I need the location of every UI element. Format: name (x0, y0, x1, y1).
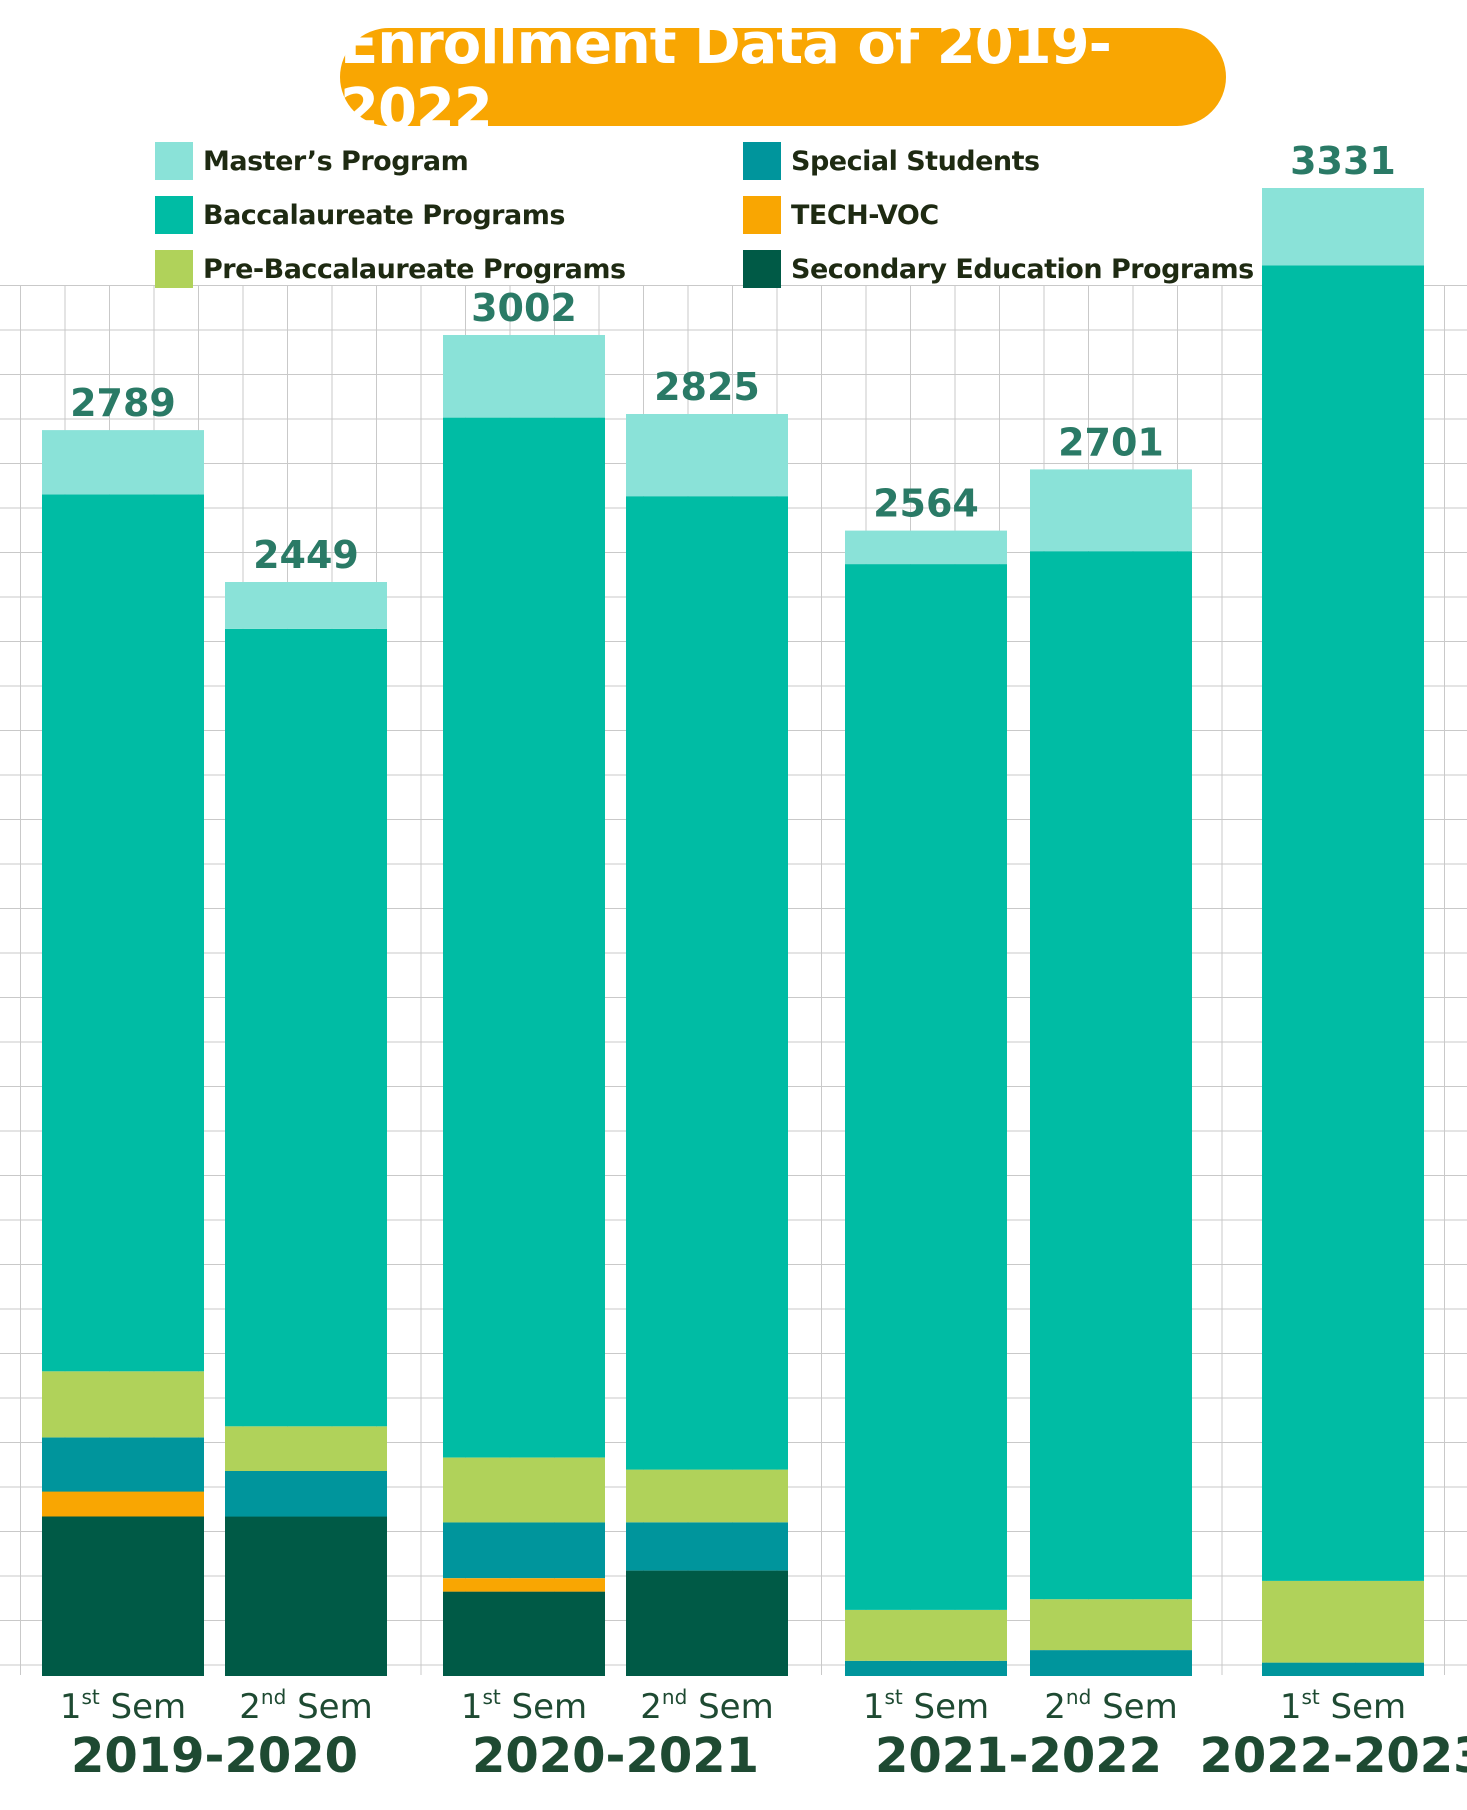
bar-segment-2020-2021-sem2-masters (626, 414, 788, 497)
bar-segment-2022-2023-sem1-masters (1262, 188, 1424, 266)
bar-segment-2020-2021-sem2-secondary (626, 1570, 788, 1676)
bar-segment-2019-2020-sem2-baccalaureate (225, 628, 387, 1427)
bar-segment-2022-2023-sem1-special (1262, 1662, 1424, 1676)
bar-segment-2021-2022-sem2-special (1030, 1650, 1192, 1676)
bar-segment-2019-2020-sem1-baccalaureate (42, 494, 204, 1372)
legend-item-pre-baccalaureate: Pre-Baccalaureate Programs (155, 250, 626, 288)
legend-label-techvoc: TECH-VOC (791, 199, 939, 231)
bar-segment-2019-2020-sem2-masters (225, 582, 387, 629)
bar-segment-2021-2022-sem1-pre_baccalaureate (845, 1609, 1007, 1661)
bar-segment-2022-2023-sem1-pre_baccalaureate (1262, 1580, 1424, 1663)
legend-swatch-special (743, 142, 781, 180)
total-label-2019-2020-sem2: 2449 (253, 533, 359, 577)
legend-item-baccalaureate: Baccalaureate Programs (155, 196, 565, 234)
bar-segment-2020-2021-sem1-baccalaureate (443, 417, 605, 1458)
legend-swatch-secondary (743, 250, 781, 288)
year-label-2021-2022: 2021-2022 (875, 1728, 1162, 1784)
semester-label-2022-2023-sem1: 1st Sem (1280, 1685, 1406, 1727)
bar-segment-2019-2020-sem1-masters (42, 430, 204, 495)
bar-segment-2020-2021-sem2-baccalaureate (626, 496, 788, 1470)
bar-segment-2019-2020-sem1-special (42, 1437, 204, 1492)
year-label-2020-2021: 2020-2021 (472, 1728, 759, 1784)
legend-item-masters: Master’s Program (155, 142, 469, 180)
bar-segment-2020-2021-sem2-special (626, 1522, 788, 1571)
bar-segment-2021-2022-sem2-masters (1030, 469, 1192, 552)
semester-label-2019-2020-sem1: 1st Sem (60, 1685, 186, 1727)
legend-label-baccalaureate: Baccalaureate Programs (203, 199, 565, 231)
legend-swatch-masters (155, 142, 193, 180)
year-label-2019-2020: 2019-2020 (71, 1728, 358, 1784)
bar-segment-2021-2022-sem1-baccalaureate (845, 564, 1007, 1610)
bar-segment-2021-2022-sem1-masters (845, 530, 1007, 565)
chart-title: Enrollment Data of 2019-2022 (340, 12, 1112, 142)
chart-title-pill: Enrollment Data of 2019-2022 (340, 12, 1226, 142)
semester-label-2021-2022-sem1: 1st Sem (863, 1685, 989, 1727)
bar-segment-2019-2020-sem1-techvoc (42, 1491, 204, 1517)
legend-swatch-techvoc (743, 196, 781, 234)
legend-swatch-pre-baccalaureate (155, 250, 193, 288)
legend-label-masters: Master’s Program (203, 145, 469, 177)
bar-segment-2020-2021-sem1-techvoc (443, 1578, 605, 1592)
bar-segment-2020-2021-sem1-special (443, 1522, 605, 1579)
semester-label-2020-2021-sem2: 2nd Sem (640, 1685, 773, 1727)
legend-swatch-baccalaureate (155, 196, 193, 234)
bar-segment-2019-2020-sem1-secondary (42, 1516, 204, 1676)
total-label-2021-2022-sem1: 2564 (873, 482, 979, 526)
bar-segment-2019-2020-sem1-pre_baccalaureate (42, 1371, 204, 1438)
bar-segment-2020-2021-sem1-pre_baccalaureate (443, 1457, 605, 1523)
legend: Master’s Program Baccalaureate Programs … (0, 0, 1467, 290)
bar-segment-2021-2022-sem2-baccalaureate (1030, 551, 1192, 1600)
bar-segment-2020-2021-sem1-secondary (443, 1591, 605, 1676)
year-label-2022-2023: 2022-2023 (1199, 1728, 1467, 1784)
bar-segment-2019-2020-sem2-special (225, 1471, 387, 1517)
total-label-2022-2023-sem1: 3331 (1290, 139, 1396, 183)
bar-segment-2019-2020-sem2-secondary (225, 1516, 387, 1676)
legend-item-secondary: Secondary Education Programs (743, 250, 1254, 288)
legend-item-special: Special Students (743, 142, 1040, 180)
total-label-2020-2021-sem2: 2825 (654, 365, 760, 409)
bar-segment-2021-2022-sem1-special (845, 1660, 1007, 1676)
bar-segment-2022-2023-sem1-baccalaureate (1262, 265, 1424, 1581)
total-label-2021-2022-sem2: 2701 (1058, 420, 1164, 464)
bar-segment-2020-2021-sem1-masters (443, 335, 605, 418)
bar-segment-2020-2021-sem2-pre_baccalaureate (626, 1469, 788, 1523)
legend-label-secondary: Secondary Education Programs (791, 253, 1254, 285)
semester-label-2021-2022-sem2: 2nd Sem (1044, 1685, 1177, 1727)
total-label-2020-2021-sem1: 3002 (471, 286, 577, 330)
bar-segment-2019-2020-sem2-pre_baccalaureate (225, 1426, 387, 1471)
total-label-2019-2020-sem1: 2789 (70, 381, 176, 425)
legend-label-pre-baccalaureate: Pre-Baccalaureate Programs (203, 253, 626, 285)
legend-label-special: Special Students (791, 145, 1040, 177)
semester-label-2020-2021-sem1: 1st Sem (461, 1685, 587, 1727)
bar-segment-2021-2022-sem2-pre_baccalaureate (1030, 1599, 1192, 1651)
semester-label-2019-2020-sem2: 2nd Sem (239, 1685, 372, 1727)
legend-item-techvoc: TECH-VOC (743, 196, 939, 234)
